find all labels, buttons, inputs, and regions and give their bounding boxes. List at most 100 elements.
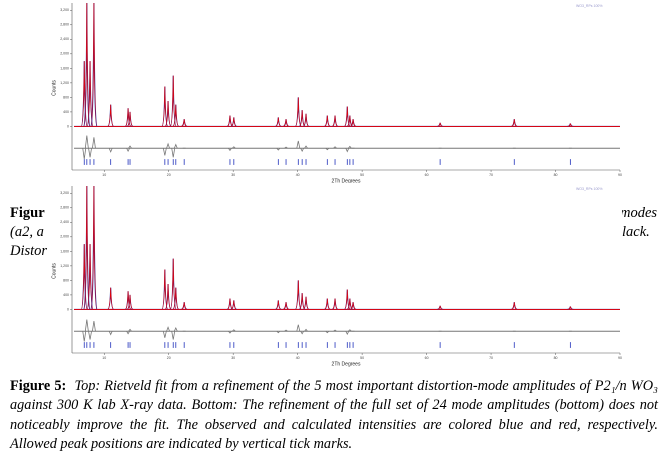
x-tick-label: 70 [489,173,493,177]
calculated-peak [344,289,351,310]
plot-background [72,183,622,372]
difference-spike [276,330,281,334]
x-axis-label: 2Th Degrees [332,361,361,367]
calculated-peak [80,61,88,127]
calculated-peak [294,280,302,310]
hidden-caption-fragment: modes [620,205,658,221]
difference-spike [304,328,308,332]
difference-spike [228,147,232,152]
caption-text: Top: Rietveld fit from a refinement of t… [10,378,658,452]
x-tick-label: 60 [425,173,429,177]
calculated-peak [172,287,179,310]
difference-spike [84,319,89,332]
difference-spike [128,328,132,332]
y-tick-label: 1,600 [60,249,69,253]
calculated-peak [294,97,302,127]
x-axis-label: 2Th Degrees [332,178,361,184]
difference-spike [296,324,301,332]
y-tick-label: 0 [67,307,69,311]
calculated-peak [230,117,237,127]
difference-spike [284,146,288,149]
calculated-peak [282,302,290,310]
difference-spike [166,326,170,332]
rietveld-plot: 0 400 800 1,200 1,600 2,000 2,400 2,800 3,200 10 2… [51,183,622,372]
x-tick-label: 10 [102,356,106,360]
calculated-peak [302,296,310,310]
difference-spike [300,148,305,152]
calculated-peak [511,302,518,310]
hidden-caption-fragment: lack. [622,224,650,240]
difference-spike [173,326,178,332]
y-tick-label: 2,800 [60,206,69,210]
calculated-peak [299,110,306,127]
calculated-peak [107,104,114,127]
calculated-peak [164,101,172,127]
calculated-peak [511,119,518,127]
difference-spike [345,331,350,335]
difference-spike [171,331,176,340]
y-tick-label: 400 [63,293,69,297]
difference-spike [333,146,337,149]
difference-spike [345,148,350,153]
calculated-peak [567,123,574,127]
calculated-peak [324,115,331,127]
difference-spike [304,145,308,149]
plot-background [72,0,622,189]
calculated-peak [181,119,188,127]
x-tick-label: 30 [231,356,235,360]
y-axis-label: Counts [51,80,57,96]
difference-spike [126,331,130,335]
difference-spike [232,329,236,332]
calculated-peak [282,119,290,127]
x-tick-label: 10 [102,173,106,177]
difference-spike [348,145,352,149]
x-tick-label: 90 [618,356,622,360]
calculated-peak [324,298,331,310]
y-tick-label: 2,000 [60,235,69,239]
calculated-peak [230,300,237,310]
y-tick-label: 2,800 [60,23,69,27]
calculated-peak [80,244,88,310]
legend-label: WO3_RPs 100% [576,4,602,8]
x-tick-label: 30 [231,173,235,177]
calculated-peak [90,2,98,127]
x-tick-label: 90 [618,173,622,177]
difference-spike [82,331,87,342]
x-tick-label: 80 [554,173,558,177]
y-tick-label: 0 [67,124,69,128]
difference-spike [232,146,236,149]
y-tick-label: 800 [63,278,69,282]
hidden-caption-fragment: Distor [10,243,48,259]
calculated-peak [344,106,351,127]
calculated-peak [126,111,134,127]
calculated-peak [350,302,357,310]
calculated-peak [275,117,282,127]
x-tick-label: 40 [296,173,300,177]
difference-spike [92,137,96,149]
calculated-peak [331,298,339,310]
difference-spike [166,142,170,149]
difference-spike [228,330,232,334]
legend-label: WO3_RPs 100% [576,187,602,191]
y-tick-label: 800 [63,95,69,99]
calculated-peak [181,302,188,310]
difference-spike [171,148,176,158]
hidden-caption-fragment: (a2, a [10,224,44,240]
calculated-peak [299,293,306,310]
difference-spike [88,148,92,158]
difference-spike [296,140,301,149]
y-tick-label: 3,200 [60,8,69,12]
y-tick-label: 2,000 [60,52,69,56]
difference-spike [300,331,305,335]
y-tick-label: 2,400 [60,220,69,224]
calculated-peak [275,300,282,310]
calculated-peak [437,122,444,127]
calculated-peak [124,108,132,127]
calculated-peak [164,284,172,310]
difference-spike [162,331,167,338]
x-tick-label: 50 [360,356,364,360]
y-tick-label: 3,200 [60,191,69,195]
x-tick-label: 70 [489,356,493,360]
calculated-peak [567,306,574,310]
y-tick-label: 400 [63,110,69,114]
